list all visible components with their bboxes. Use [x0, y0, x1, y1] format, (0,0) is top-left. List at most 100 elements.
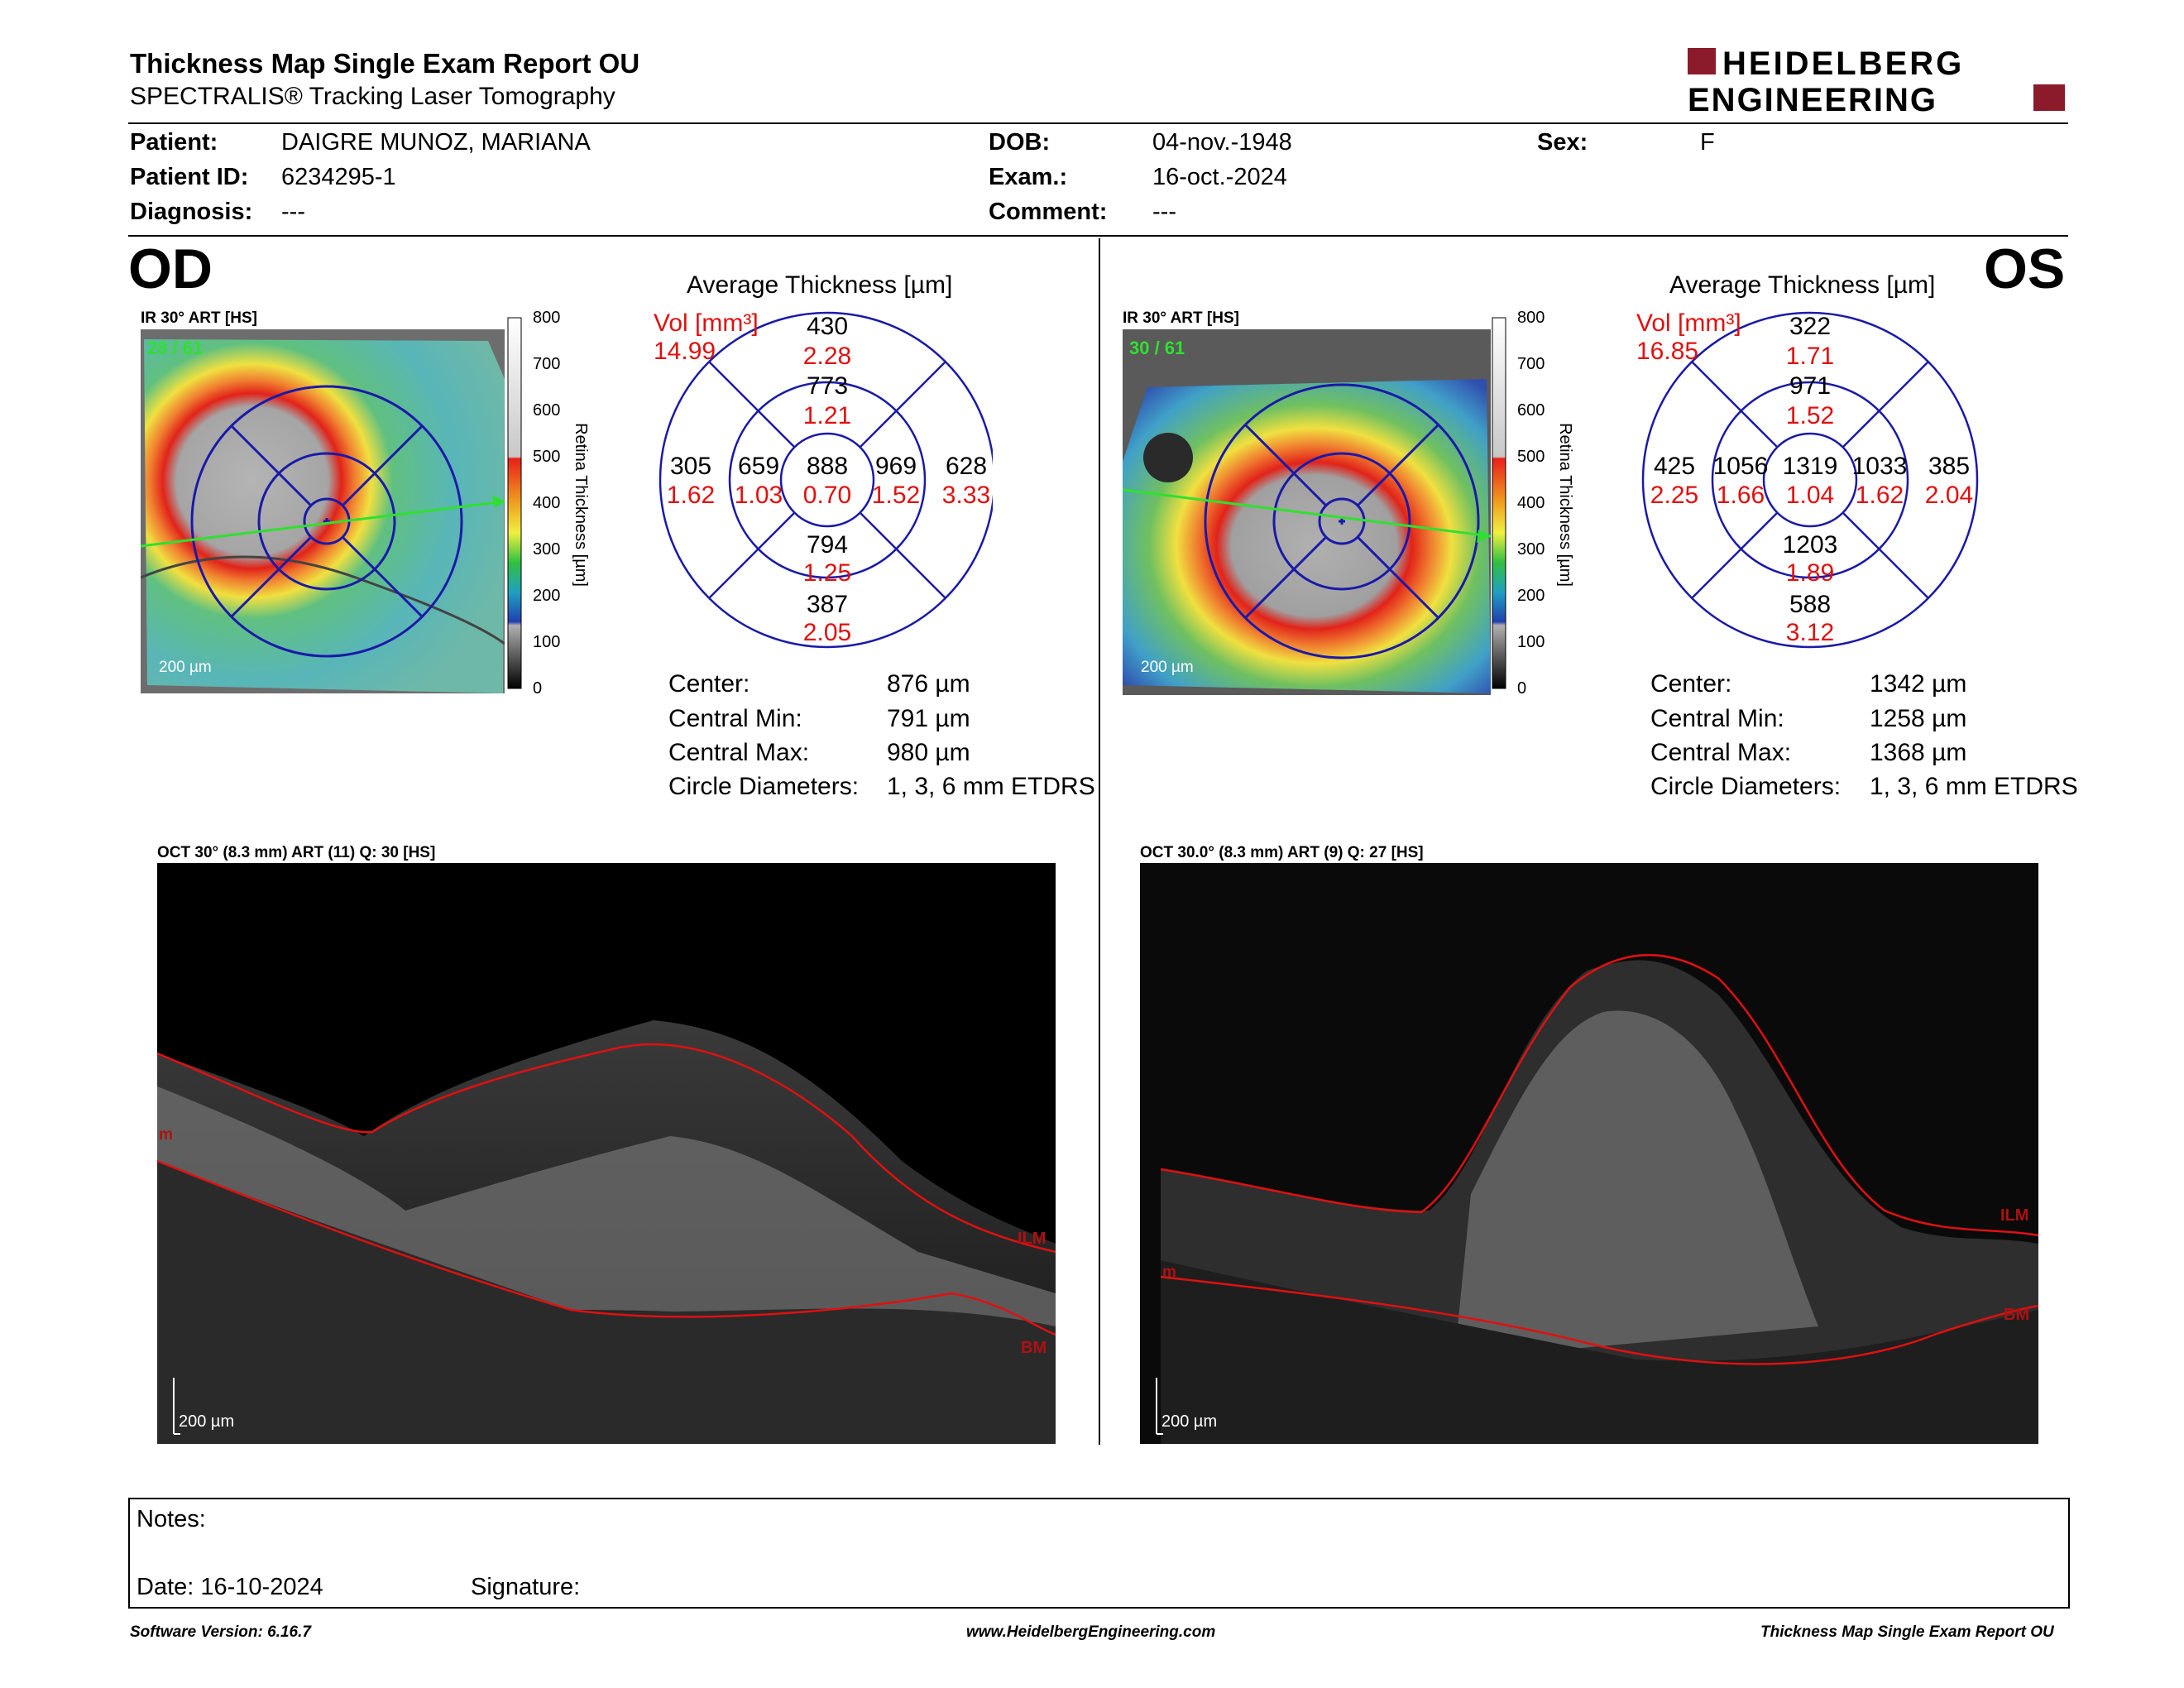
os-oct-scale: 200 µm	[1161, 1412, 1217, 1431]
od-min-label: Central Min:	[668, 705, 802, 732]
logo-line2: ENGINEERING	[1688, 82, 1937, 116]
od-min-value: 791 µm	[887, 705, 970, 732]
os-cbar-tick: 600	[1517, 401, 1545, 420]
header-divider	[128, 122, 2068, 124]
os-bm-label: BM	[2004, 1306, 2029, 1324]
os-oct-bscan: m ILM BM 200 µm	[1140, 863, 2038, 1444]
os-thickness-map: 30 / 61 200 µm	[1123, 329, 1491, 695]
os-center-volume: 1.04	[1786, 482, 1834, 509]
os-cbar-tick: 100	[1517, 633, 1545, 651]
od-center-volume: 0.70	[803, 482, 851, 509]
od-etdrs-grid: Vol [mm³] 14.99 430 2.28 773 1.21 888 0.…	[654, 309, 993, 649]
footer-report-name: Thickness Map Single Exam Report OU	[1760, 1623, 2054, 1641]
od-ir-scale: 200 µm	[159, 659, 212, 676]
od-vol-value: 14.99	[654, 338, 716, 365]
od-cbar-tick: 100	[533, 633, 560, 651]
od-bm-label: BM	[1021, 1339, 1046, 1357]
os-inner-sup-volume: 1.52	[1786, 402, 1834, 429]
os-center-value: 1342 µm	[1870, 670, 1967, 698]
os-etdrs-grid: Vol [mm³] 16.85 322 1.71 971 1.52 1319 1…	[1636, 309, 1979, 649]
os-bm-line	[1160, 1275, 2038, 1365]
od-ilm-label: ILM	[1018, 1230, 1046, 1248]
os-ilm-line	[1160, 953, 2038, 1237]
os-cbar-tick: 700	[1517, 355, 1545, 373]
od-cbar-tick: 300	[533, 540, 560, 559]
footer-website[interactable]: www.HeidelbergEngineering.com	[966, 1623, 1216, 1641]
os-inner-left-thickness: 1056	[1713, 453, 1769, 480]
report-title: Thickness Map Single Exam Report OU	[130, 48, 640, 79]
sex-value: F	[1700, 129, 1715, 156]
os-outer-sup-thickness: 322	[1789, 313, 1831, 340]
os-diam-value: 1, 3, 6 mm ETDRS	[1870, 773, 2078, 800]
od-oct-label: OCT 30° (8.3 mm) ART (11) Q: 30 [HS]	[157, 844, 436, 861]
os-vol-label: Vol [mm³]	[1636, 309, 1741, 337]
od-color-overlay	[144, 339, 505, 693]
logo-line1: HEIDELBERG	[1722, 46, 1964, 82]
od-cbar-tick: 200	[533, 587, 560, 605]
od-cbar-tick: 400	[533, 494, 560, 512]
patient-divider	[128, 235, 2068, 237]
os-max-label: Central Max:	[1650, 739, 1792, 766]
patient-label: Patient:	[130, 129, 218, 156]
od-bm-line	[157, 1159, 1056, 1336]
os-inner-right-volume: 1.62	[1856, 482, 1904, 509]
os-max-value: 1368 µm	[1870, 739, 1967, 766]
exam-label: Exam.:	[989, 164, 1068, 190]
od-thickness-map: 28 / 61 200 µm	[141, 329, 505, 693]
od-ir-count: 28 / 61	[147, 338, 203, 358]
od-diam-label: Circle Diameters:	[668, 773, 860, 800]
dob-label: DOB:	[989, 129, 1051, 156]
os-min-label: Central Min:	[1650, 705, 1784, 732]
heidelberg-logo: HEIDELBERG ENGINEERING	[1688, 46, 2065, 116]
od-center-value: 876 µm	[887, 670, 970, 698]
od-cbar-tick: 800	[533, 309, 560, 327]
os-color-overlay	[1123, 379, 1491, 693]
os-inner-sup-thickness: 971	[1789, 372, 1831, 400]
od-outer-sup-volume: 2.28	[803, 343, 851, 370]
od-center-label: Center:	[668, 670, 750, 698]
od-outer-right-thickness: 628	[946, 453, 987, 480]
notes-box[interactable]: Notes: Date: 16-10-2024 Signature:	[128, 1498, 2070, 1609]
od-cbar-title: Retina Thickness [µm]	[572, 423, 590, 587]
os-outer-sup-volume: 1.71	[1786, 343, 1834, 370]
od-cbar-tick: 0	[533, 679, 542, 698]
os-cbar-tick: 800	[1517, 309, 1545, 327]
od-inner-left-volume: 1.03	[735, 482, 783, 509]
os-cbar-tick: 500	[1517, 448, 1545, 466]
patient-id: 6234295-1	[281, 164, 396, 190]
od-eye-label: OD	[128, 237, 213, 300]
os-ir-label: IR 30° ART [HS]	[1123, 309, 1239, 327]
os-avg-title: Average Thickness [µm]	[1669, 271, 1936, 299]
od-oct-scale: 200 µm	[179, 1412, 234, 1431]
os-eye-label: OS	[1984, 237, 2066, 300]
os-scan-arrow	[1477, 530, 1491, 543]
os-min-value: 1258 µm	[1870, 705, 1967, 732]
od-outer-inf-volume: 2.05	[803, 619, 851, 646]
os-cbar-tick: 300	[1517, 540, 1545, 559]
od-diam-value: 1, 3, 6 mm ETDRS	[887, 773, 1095, 800]
od-outer-inf-thickness: 387	[807, 591, 848, 618]
od-cbar-tick: 600	[533, 401, 560, 420]
od-inner-sup-thickness: 773	[807, 372, 848, 400]
logo-square-bottom	[2033, 84, 2065, 111]
os-scan-line	[1123, 488, 1491, 538]
os-ir-scale: 200 µm	[1141, 659, 1194, 676]
os-center-label: Center:	[1650, 670, 1732, 698]
notes-date: Date: 16-10-2024	[136, 1574, 323, 1600]
od-center-thickness: 888	[807, 453, 848, 480]
od-avg-title: Average Thickness [µm]	[687, 271, 953, 299]
os-ilm-label: ILM	[2000, 1206, 2028, 1225]
os-cbar-tick: 0	[1517, 679, 1526, 698]
os-colorbar: 800 700 600 500 400 300 200 100 0 Retina…	[1492, 309, 1574, 698]
od-outer-left-volume: 1.62	[667, 482, 715, 509]
os-ilm-edge-label: m	[1162, 1264, 1176, 1281]
od-scan-arrow	[492, 495, 505, 508]
os-outer-left-thickness: 425	[1654, 453, 1695, 480]
od-etdrs-overlay	[190, 385, 463, 658]
report-subtitle: SPECTRALIS® Tracking Laser Tomography	[130, 83, 615, 110]
od-cbar-tick: 700	[533, 355, 560, 373]
diagnosis-label: Diagnosis:	[130, 199, 253, 225]
od-colorbar: 800 700 600 500 400 300 200 100 0 Retina…	[507, 309, 590, 698]
os-outer-right-volume: 2.04	[1925, 482, 1973, 509]
patient-id-label: Patient ID:	[130, 164, 249, 190]
